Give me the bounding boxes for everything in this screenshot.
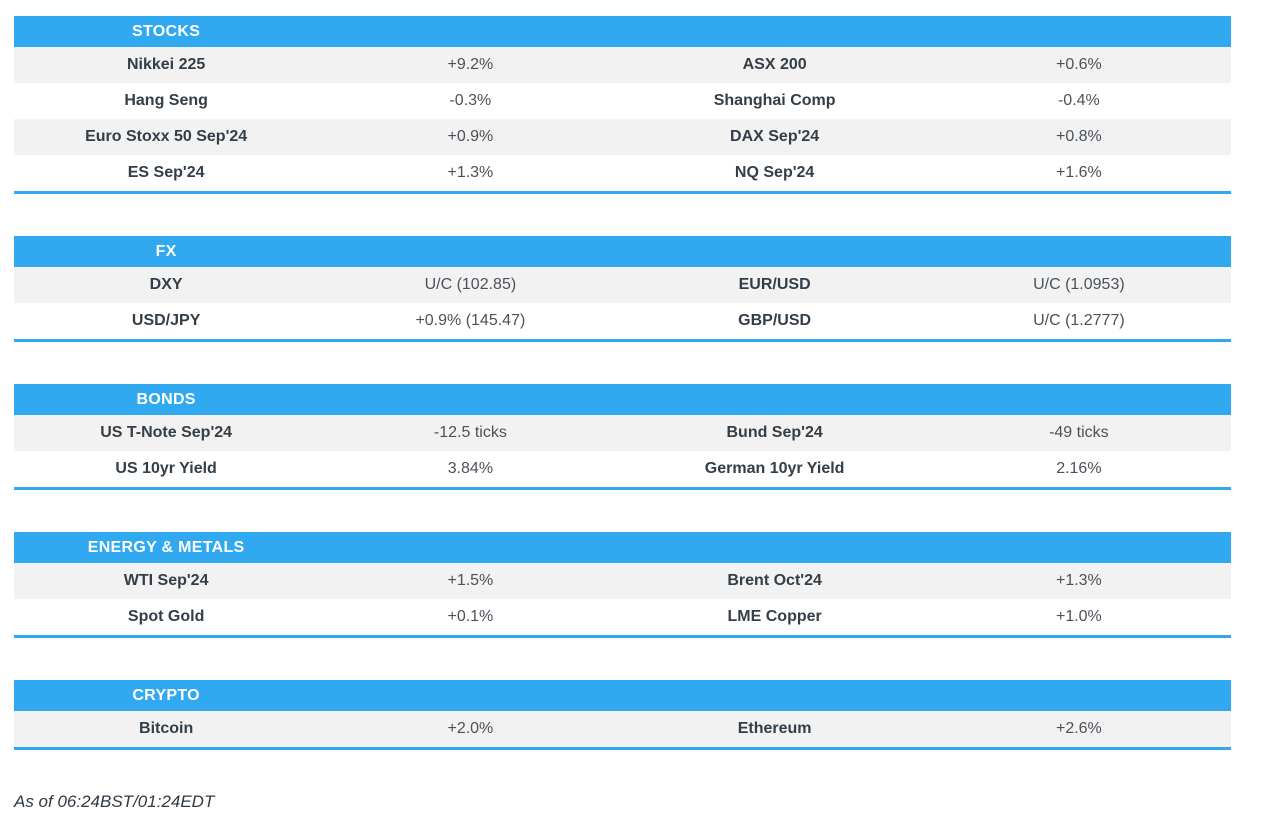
instrument-value: 2.16% bbox=[1056, 460, 1102, 477]
instrument-value: 3.84% bbox=[447, 460, 494, 477]
instrument-value: +9.2% bbox=[447, 56, 494, 73]
instrument-label: NQ Sep'24 bbox=[734, 164, 815, 181]
table-row: Spot Gold +0.1% LME Copper +1.0% bbox=[14, 599, 1231, 635]
instrument-value: +1.3% bbox=[447, 164, 494, 181]
table-row: Bitcoin +2.0% Ethereum +2.6% bbox=[14, 711, 1231, 747]
section-stocks: STOCKS Nikkei 225 +9.2% ASX 200 +0.6% Ha… bbox=[14, 16, 1231, 194]
instrument-label: DAX Sep'24 bbox=[730, 128, 820, 145]
table-row: Nikkei 225 +9.2% ASX 200 +0.6% bbox=[14, 47, 1231, 83]
instrument-value: U/C (1.0953) bbox=[1033, 276, 1125, 293]
section-title: ENERGY & METALS bbox=[87, 538, 245, 556]
instrument-value: +1.5% bbox=[447, 572, 494, 589]
instrument-label: Brent Oct'24 bbox=[727, 572, 822, 589]
instrument-value: -12.5 ticks bbox=[433, 424, 507, 441]
section-title: FX bbox=[155, 242, 177, 260]
instrument-label: Nikkei 225 bbox=[126, 56, 206, 73]
section-bonds: BONDS US T-Note Sep'24 -12.5 ticks Bund … bbox=[14, 384, 1231, 490]
section-fx: FX DXY U/C (102.85) EUR/USD U/C (1.0953)… bbox=[14, 236, 1231, 342]
instrument-label: Spot Gold bbox=[127, 608, 205, 625]
instrument-label: ASX 200 bbox=[742, 56, 807, 73]
table-row: USD/JPY +0.9% (145.47) GBP/USD U/C (1.27… bbox=[14, 303, 1231, 339]
instrument-label: Shanghai Comp bbox=[713, 92, 836, 109]
as-of-timestamp: As of 06:24BST/01:24EDT bbox=[14, 792, 215, 811]
instrument-label: US T-Note Sep'24 bbox=[100, 424, 233, 441]
section-header-crypto: CRYPTO bbox=[14, 680, 1231, 711]
section-title: CRYPTO bbox=[132, 686, 200, 704]
instrument-value: -0.4% bbox=[1057, 92, 1100, 109]
instrument-value: +2.0% bbox=[447, 720, 494, 737]
instrument-value: -49 ticks bbox=[1049, 424, 1109, 441]
table-row: Euro Stoxx 50 Sep'24 +0.9% DAX Sep'24 +0… bbox=[14, 119, 1231, 155]
table-row: US 10yr Yield 3.84% German 10yr Yield 2.… bbox=[14, 451, 1231, 487]
instrument-label: ES Sep'24 bbox=[127, 164, 205, 181]
table-row: ES Sep'24 +1.3% NQ Sep'24 +1.6% bbox=[14, 155, 1231, 191]
instrument-label: LME Copper bbox=[727, 608, 822, 625]
section-header-energy-metals: ENERGY & METALS bbox=[14, 532, 1231, 563]
table-row: US T-Note Sep'24 -12.5 ticks Bund Sep'24… bbox=[14, 415, 1231, 451]
instrument-label: EUR/USD bbox=[738, 276, 811, 293]
instrument-value: U/C (102.85) bbox=[424, 276, 517, 293]
table-row: Hang Seng -0.3% Shanghai Comp -0.4% bbox=[14, 83, 1231, 119]
table-row: WTI Sep'24 +1.5% Brent Oct'24 +1.3% bbox=[14, 563, 1231, 599]
section-header-fx: FX bbox=[14, 236, 1231, 267]
instrument-value: +0.8% bbox=[1055, 128, 1102, 145]
instrument-value: +1.0% bbox=[1055, 608, 1102, 625]
section-title: BONDS bbox=[136, 390, 196, 408]
instrument-label: Hang Seng bbox=[124, 92, 208, 109]
instrument-label: Ethereum bbox=[737, 720, 812, 737]
instrument-value: +1.6% bbox=[1055, 164, 1102, 181]
instrument-value: +0.9% bbox=[447, 128, 494, 145]
section-title: STOCKS bbox=[132, 22, 201, 40]
instrument-label: Bund Sep'24 bbox=[726, 424, 823, 441]
instrument-value: +0.1% bbox=[447, 608, 494, 625]
instrument-label: German 10yr Yield bbox=[704, 460, 845, 477]
instrument-value: +1.3% bbox=[1055, 572, 1102, 589]
section-header-bonds: BONDS bbox=[14, 384, 1231, 415]
instrument-label: WTI Sep'24 bbox=[123, 572, 209, 589]
section-crypto: CRYPTO Bitcoin +2.0% Ethereum +2.6% bbox=[14, 680, 1231, 750]
section-energy-metals: ENERGY & METALS WTI Sep'24 +1.5% Brent O… bbox=[14, 532, 1231, 638]
instrument-value: U/C (1.2777) bbox=[1033, 312, 1125, 329]
table-row: DXY U/C (102.85) EUR/USD U/C (1.0953) bbox=[14, 267, 1231, 303]
instrument-label: GBP/USD bbox=[738, 312, 812, 329]
instrument-label: Bitcoin bbox=[139, 720, 194, 737]
section-header-stocks: STOCKS bbox=[14, 16, 1231, 47]
instrument-value: -0.3% bbox=[449, 92, 492, 109]
instrument-label: DXY bbox=[149, 276, 183, 293]
instrument-value: +0.6% bbox=[1055, 56, 1102, 73]
instrument-value: +0.9% (145.47) bbox=[415, 312, 526, 329]
instrument-label: US 10yr Yield bbox=[115, 460, 217, 477]
instrument-label: USD/JPY bbox=[131, 312, 201, 329]
instrument-label: Euro Stoxx 50 Sep'24 bbox=[85, 128, 248, 145]
instrument-value: +2.6% bbox=[1055, 720, 1102, 737]
